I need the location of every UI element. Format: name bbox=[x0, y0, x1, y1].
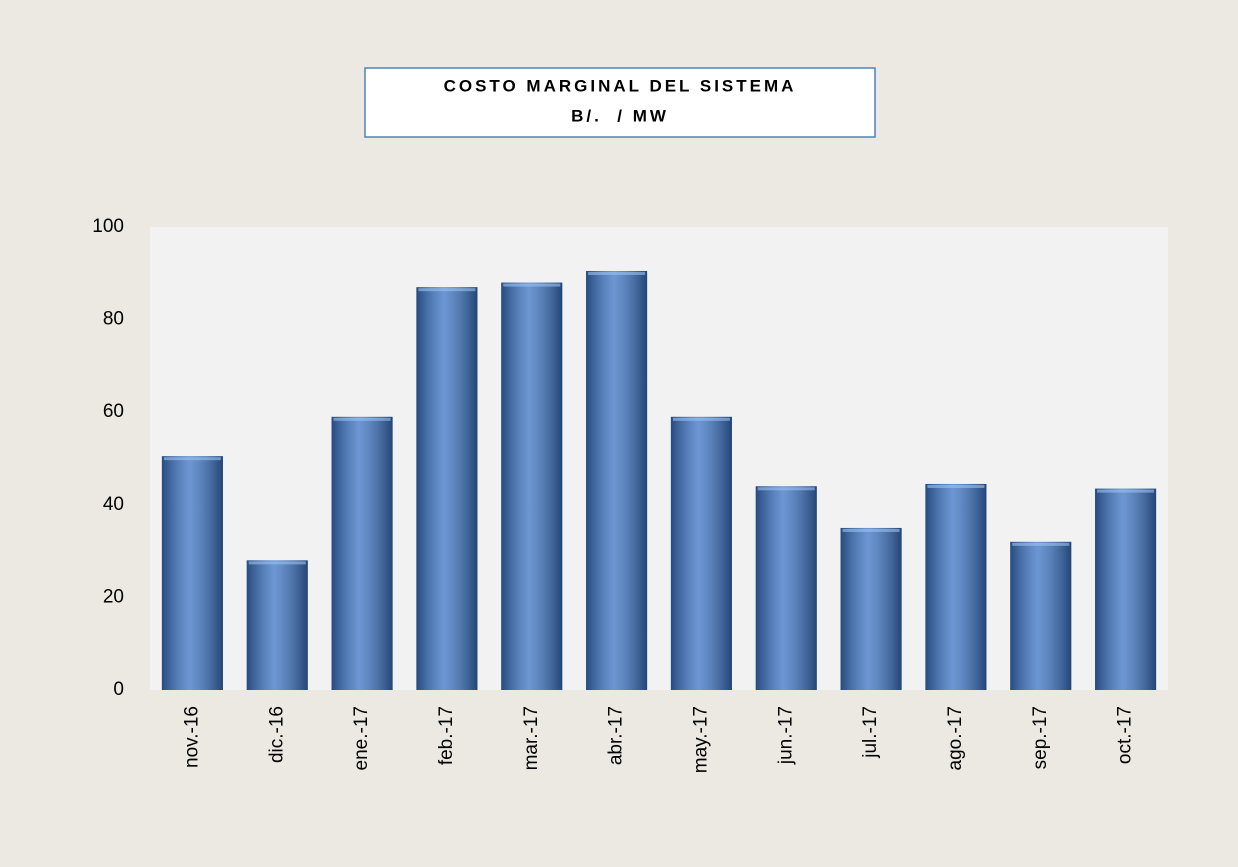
bar-cap bbox=[1012, 542, 1070, 546]
y-tick-label: 100 bbox=[92, 216, 124, 237]
x-tick-label: abr.-17 bbox=[606, 706, 627, 765]
x-tick-label: mar.-17 bbox=[521, 706, 542, 770]
bar-cap bbox=[248, 561, 306, 565]
bar bbox=[670, 416, 732, 690]
x-tick-label: may.-17 bbox=[690, 706, 711, 773]
bar bbox=[1095, 488, 1157, 690]
bar-cap bbox=[757, 487, 815, 491]
bar bbox=[586, 270, 648, 690]
bar bbox=[755, 486, 817, 690]
x-tick-label: oct.-17 bbox=[1115, 706, 1136, 764]
bar-cap bbox=[842, 528, 900, 532]
x-tick-label: ene.-17 bbox=[351, 706, 372, 770]
bar-cap bbox=[503, 283, 561, 287]
x-tick-label: ago.-17 bbox=[945, 706, 966, 770]
bar bbox=[416, 287, 478, 690]
bar-cap bbox=[1097, 489, 1155, 493]
bar bbox=[1010, 541, 1072, 690]
y-tick-label: 80 bbox=[103, 309, 124, 330]
x-tick-label: sep.-17 bbox=[1030, 706, 1051, 769]
bar bbox=[840, 527, 902, 690]
x-tick-label: dic.-16 bbox=[266, 706, 287, 763]
x-tick-label: jul.-17 bbox=[860, 706, 881, 759]
title-box bbox=[364, 67, 876, 138]
y-tick-label: 20 bbox=[103, 586, 124, 607]
bar-cap bbox=[588, 271, 646, 275]
bar-cap bbox=[163, 457, 221, 461]
bar-cap bbox=[927, 484, 985, 488]
bar bbox=[331, 416, 393, 690]
bar-cap bbox=[672, 417, 730, 421]
x-tick-label: jun.-17 bbox=[775, 706, 796, 765]
plot-area bbox=[150, 227, 1168, 690]
bar-cap bbox=[333, 417, 391, 421]
bar bbox=[246, 560, 308, 690]
chart-subtitle: B/. / MW bbox=[571, 106, 669, 125]
bar bbox=[925, 483, 987, 690]
chart-title: COSTO MARGINAL DEL SISTEMA bbox=[444, 76, 797, 95]
bar-cap bbox=[418, 288, 476, 292]
bar bbox=[161, 456, 223, 690]
x-tick-label: nov.-16 bbox=[181, 706, 202, 768]
y-tick-label: 40 bbox=[103, 494, 124, 515]
x-tick-label: feb.-17 bbox=[436, 706, 457, 765]
y-tick-label: 60 bbox=[103, 401, 124, 422]
y-tick-label: 0 bbox=[113, 679, 124, 700]
bar bbox=[501, 282, 563, 690]
